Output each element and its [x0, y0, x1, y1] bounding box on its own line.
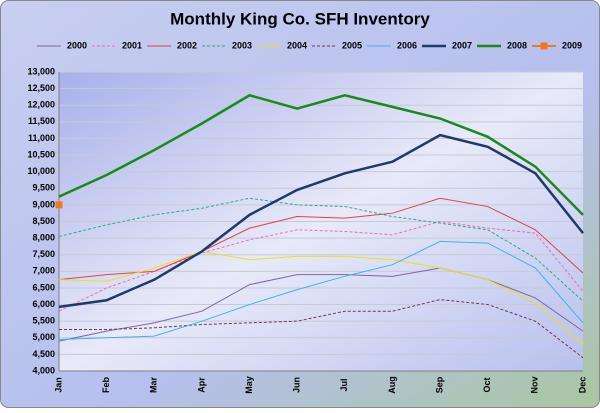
x-tick-label: Jan	[53, 377, 63, 393]
legend-label: 2006	[397, 40, 417, 50]
x-tick-label: Jul	[339, 378, 349, 391]
series-line	[58, 220, 584, 312]
series-line	[58, 250, 584, 345]
series-line	[58, 240, 584, 340]
y-tick-label: 7,500	[32, 249, 55, 259]
y-tick-label: 8,500	[32, 216, 55, 226]
series-line	[58, 267, 584, 342]
x-tick-label: Apr	[196, 377, 206, 393]
y-tick-label: 5,500	[32, 316, 55, 326]
legend-label: 2009	[562, 40, 582, 50]
y-tick-label: 13,000	[27, 66, 55, 76]
x-tick-label: Mar	[149, 377, 159, 394]
series-line	[58, 93, 584, 216]
x-tick-label: May	[244, 376, 254, 394]
legend-label: 2008	[507, 40, 527, 50]
y-tick-label: 9,500	[32, 183, 55, 193]
y-tick-label: 9,000	[32, 199, 55, 209]
y-tick-label: 11,500	[28, 116, 55, 126]
x-tick-label: Feb	[101, 377, 111, 394]
chart-title: Monthly King Co. SFH Inventory	[170, 9, 430, 28]
y-tick-label: 4,500	[32, 349, 55, 359]
legend-label: 2003	[232, 40, 252, 50]
x-tick-label: Aug	[387, 376, 397, 394]
series-line	[58, 197, 584, 281]
legend-label: 2005	[342, 40, 362, 50]
x-tick-label: Sep	[434, 376, 444, 393]
y-tick-label: 10,000	[27, 166, 55, 176]
y-tick-label: 7,000	[32, 266, 55, 276]
x-tick-label: Dec	[577, 377, 587, 394]
legend-label: 2002	[177, 40, 197, 50]
y-tick-label: 8,000	[32, 232, 55, 242]
legend-label: 2001	[122, 40, 142, 50]
series-marker	[55, 201, 63, 209]
legend-marker	[540, 42, 548, 50]
legend-label: 2004	[287, 40, 307, 50]
y-tick-label: 10,500	[27, 149, 55, 159]
legend-label: 2007	[452, 40, 472, 50]
y-tick-label: 5,000	[32, 332, 55, 342]
series-line	[58, 133, 584, 309]
y-tick-label: 12,500	[27, 83, 55, 93]
legend-label: 2000	[67, 40, 87, 50]
y-tick-label: 6,000	[32, 299, 55, 309]
y-tick-label: 11,000	[28, 133, 55, 143]
series-line	[58, 197, 584, 302]
y-tick-label: 12,000	[27, 100, 55, 110]
x-tick-label: Jun	[292, 377, 302, 393]
series-line	[59, 299, 584, 359]
y-tick-label: 4,000	[32, 365, 55, 375]
y-tick-label: 6,500	[32, 282, 55, 292]
x-tick-label: Oct	[482, 377, 492, 392]
x-tick-label: Nov	[530, 376, 540, 393]
